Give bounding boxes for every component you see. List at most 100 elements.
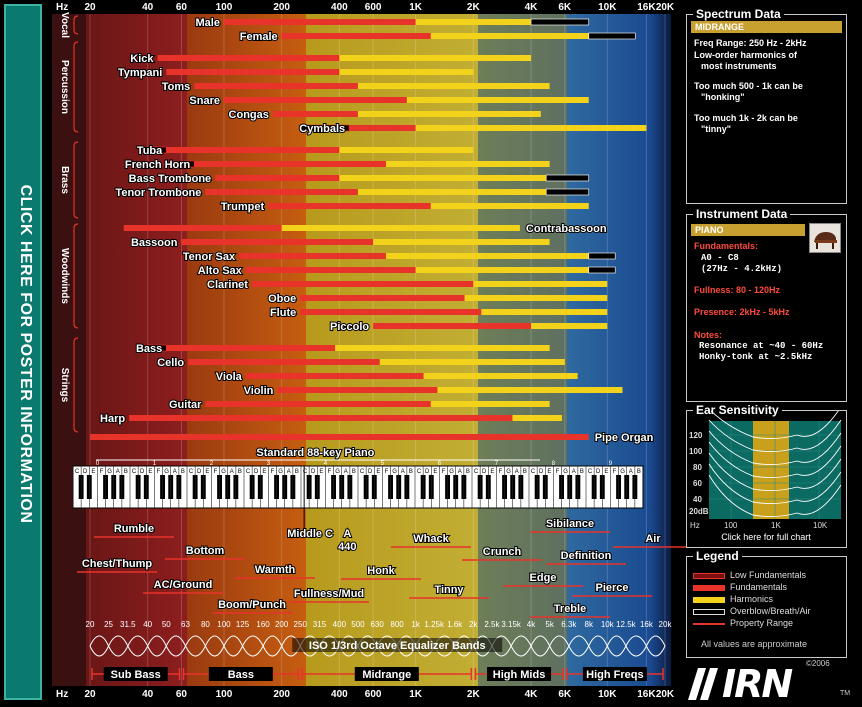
instrument-label: French Horn [125, 159, 191, 171]
poster-info-banner[interactable]: CLICK HERE FOR POSTER INFORMATION [4, 4, 42, 700]
key-note-label: E [262, 469, 266, 475]
eq-band-curve [491, 635, 512, 657]
eq-band-label: 1k [411, 620, 420, 629]
harmonics-bar [423, 373, 578, 379]
loudness-curve [708, 430, 842, 466]
legend-low-fundamentals: Low Fundamentals [693, 570, 806, 580]
octave-number: 6 [438, 461, 442, 467]
eq-band-label: 8k [585, 620, 594, 629]
fundamentals-label: Fundamentals: [694, 241, 759, 251]
eq-band-label: 500 [351, 620, 365, 629]
eq-band-curve [242, 635, 264, 657]
region-label-bg [103, 667, 168, 681]
instrument-row: Tuba [136, 144, 474, 158]
axis-tick-label: 600 [365, 2, 382, 13]
key-note-label: F [442, 469, 446, 475]
key-note-label: B [523, 469, 527, 475]
legend-swatch-fund [693, 584, 725, 591]
instrument-row: Female [239, 30, 636, 44]
legend-swatch-overblow [693, 608, 725, 615]
axis-tick-label: 1K [409, 689, 423, 700]
harmonics-bar [385, 161, 550, 167]
instrument-panel-title: Instrument Data [693, 207, 791, 221]
eq-band-curve [89, 635, 110, 657]
poster-info-link[interactable]: CLICK HERE FOR POSTER INFORMATION [17, 184, 34, 524]
ear-y-20db: 20dB [689, 507, 709, 516]
axis-hz-label: Hz [56, 689, 68, 700]
legend-swatch-property [693, 622, 725, 625]
ear-sensitivity-panel[interactable]: Ear Sensitivity 120 100 80 60 40 20dB Hz… [686, 403, 847, 548]
descriptor-label: Pierce [595, 582, 628, 594]
fundamental-bar [268, 203, 431, 209]
loudness-curve [708, 441, 842, 479]
key-note-label: G [563, 469, 568, 475]
bottom-axis: Hz 20 40 60 100 200 400 600 1K 2K 4K 6K 10K 16K 20K [56, 689, 675, 700]
key-note-label: G [392, 469, 397, 475]
fundamentals-hz: (27Hz - 4.2kHz) [701, 264, 783, 274]
legend-fundamentals: Fundamentals [693, 582, 787, 592]
fundamental-bar [272, 111, 358, 117]
presence-range: Presence: 2kHz - 5kHz [694, 307, 790, 317]
fundamental-bar [166, 147, 340, 153]
harmonics-bar [339, 147, 474, 153]
instrument-label: Viola [216, 371, 243, 383]
ear-y-80: 80 [693, 463, 702, 472]
group-bracket [73, 41, 79, 133]
eq-band-label: 20 [86, 620, 95, 629]
instrument-label: Alto Sax [198, 265, 243, 277]
key-note-label: A [344, 469, 348, 475]
legend-swatch-low-fund [693, 572, 725, 579]
eq-band-label: 200 [275, 620, 289, 629]
instrument-label: Harp [100, 413, 125, 425]
harmonics-bar [430, 401, 550, 407]
axis-tick-label: 2K [467, 2, 481, 13]
instrument-label: Kick [130, 53, 154, 65]
eq-band-label: 20k [659, 620, 673, 629]
fundamental-bar [166, 69, 340, 75]
key-note-label: G [335, 469, 340, 475]
fundamental-bar [300, 295, 465, 301]
eq-band-label: 160 [256, 620, 270, 629]
eq-title: ISO 1/3rd Octave Equalizer Bands [309, 640, 486, 652]
instrument-row: Pipe Organ [90, 431, 655, 445]
axis-tick-label: 6K [558, 2, 572, 13]
key-note-label: C [531, 469, 536, 475]
eq-band-label: 10k [601, 620, 615, 629]
instrument-label: Trumpet [221, 201, 265, 213]
fundamental-bar [239, 253, 386, 259]
instrument-data-panel: Instrument Data PIANO Fundamentals: A0 -… [686, 207, 847, 402]
key-note-label: D [140, 469, 145, 475]
instrument-row: Congas [228, 108, 541, 122]
instrument-row: Tenor Trombone [114, 186, 590, 200]
legend-swatch-harm [693, 596, 725, 603]
fullness-range: Fullness: 80 - 120Hz [694, 285, 781, 295]
eq-band-label: 315 [313, 620, 327, 629]
key-note-label: D [83, 469, 88, 475]
ear-full-chart-link[interactable]: Click here for full chart [721, 532, 811, 542]
harmonics-bar [415, 267, 589, 273]
harmonics-bar [512, 415, 562, 421]
key-note-label: D [197, 469, 202, 475]
harmonics-bar [357, 189, 547, 195]
spectrum-data-panel: Spectrum Data MIDRANGE Freq Range: 250 H… [686, 7, 847, 204]
key-note-label: E [490, 469, 494, 475]
fundamental-bar [205, 189, 358, 195]
harmonics-bar [357, 111, 541, 117]
eq-band-curve [204, 635, 225, 657]
axis-tick-label: 40 [142, 2, 154, 13]
instrument-row: Harp [99, 412, 562, 426]
eq-band-curve [530, 635, 551, 657]
loudness-curve [708, 463, 842, 505]
ear-sensitivity-chart[interactable]: 120 100 80 60 40 20dB Hz 100 1K 10K Clic… [687, 411, 846, 547]
key-note-label: B [295, 469, 299, 475]
fundamental-bar [245, 267, 416, 273]
spectrum-freq-range: Freq Range: 250 Hz - 2kHz [694, 38, 807, 48]
ear-x-10k: 10K [813, 521, 828, 530]
instrument-label: Violin [244, 385, 274, 397]
piano-thumbnail-icon [809, 223, 841, 253]
eq-band-curve [127, 635, 149, 657]
group-bracket [73, 337, 79, 433]
a440-label-bottom: 440 [338, 541, 356, 553]
